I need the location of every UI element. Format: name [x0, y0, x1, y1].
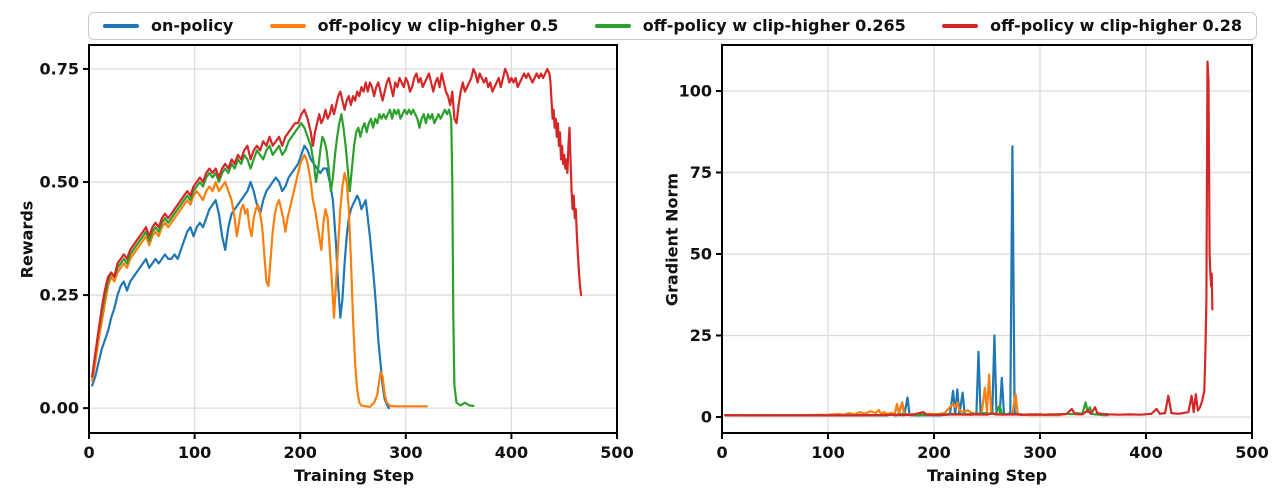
- y-tick-label: 50: [690, 244, 712, 263]
- x-tick-label: 200: [917, 443, 950, 462]
- xlabel-rewards: Training Step: [293, 466, 415, 485]
- x-tick-label: 400: [495, 443, 528, 462]
- y-tick-label: 75: [690, 163, 712, 182]
- series-line-on-policy: [724, 145, 1024, 417]
- series-line-off-policy-w-clip-higher-0-265: [91, 108, 475, 407]
- legend-label: off-policy w clip-higher 0.28: [990, 16, 1242, 35]
- x-tick-label: 500: [600, 443, 633, 462]
- xlabel-gradient-norm: Training Step: [926, 466, 1048, 485]
- series-line-off-policy-w-clip-higher-0-28: [724, 60, 1214, 417]
- legend-item-1: off-policy w clip-higher 0.5: [269, 16, 559, 35]
- legend-line-swatch: [269, 24, 306, 28]
- ylabel-gradient-norm: Gradient Norm: [662, 172, 682, 307]
- legend-item-3: off-policy w clip-higher 0.28: [942, 18, 1242, 34]
- x-tick-label: 300: [1023, 443, 1056, 462]
- x-tick-label: 300: [389, 443, 422, 462]
- y-tick-label: 0.50: [40, 173, 79, 192]
- series-line-off-policy-w-clip-higher-0-28: [91, 67, 583, 378]
- y-tick-label: 0.75: [40, 59, 79, 78]
- x-tick-label: 500: [1235, 443, 1268, 462]
- gradient-norm-plot: 0 100 200 300 400 500 0 25 50 75 100: [679, 44, 1269, 462]
- legend-label: on-policy: [151, 16, 234, 35]
- legend-line-swatch: [942, 24, 979, 28]
- x-tick-label: 0: [716, 443, 727, 462]
- legend-line-swatch: [594, 24, 631, 28]
- y-tick-label: 0.25: [40, 286, 79, 305]
- y-tick-label: 100: [679, 81, 712, 100]
- x-tick-label: 200: [283, 443, 316, 462]
- y-tick-label: 25: [690, 326, 712, 345]
- series-line-on-policy: [91, 144, 390, 410]
- legend-line-swatch: [103, 24, 139, 28]
- legend-label: off-policy w clip-higher 0.5: [317, 16, 559, 35]
- rewards-plot-svg: 0 100 200 300 400 500 0.00 0.25 0.50 0.75: [40, 44, 634, 462]
- gradient-norm-plot-svg: 0 100 200 300 400 500 0 25 50 75 100: [679, 44, 1269, 462]
- legend: on-policy off-policy w clip-higher 0.5 off…: [88, 12, 1257, 40]
- x-tick-label: 400: [1129, 443, 1162, 462]
- ylabel-rewards: Rewards: [17, 200, 37, 279]
- y-tick-label: 0.00: [40, 399, 79, 418]
- plot-border: [88, 44, 618, 434]
- y-tick-label: 0: [701, 408, 712, 427]
- legend-item-0: on-policy: [103, 18, 233, 34]
- x-tick-label: 0: [83, 443, 94, 462]
- legend-label: off-policy w clip-higher 0.265: [642, 16, 906, 35]
- x-tick-label: 100: [178, 443, 211, 462]
- x-tick-label: 100: [811, 443, 844, 462]
- series-line-off-policy-w-clip-higher-0-5: [91, 153, 428, 408]
- plot-border: [721, 44, 1253, 434]
- legend-item-2: off-policy w clip-higher 0.265: [594, 16, 906, 35]
- rewards-plot: 0 100 200 300 400 500 0.00 0.25 0.50 0.75: [40, 44, 634, 462]
